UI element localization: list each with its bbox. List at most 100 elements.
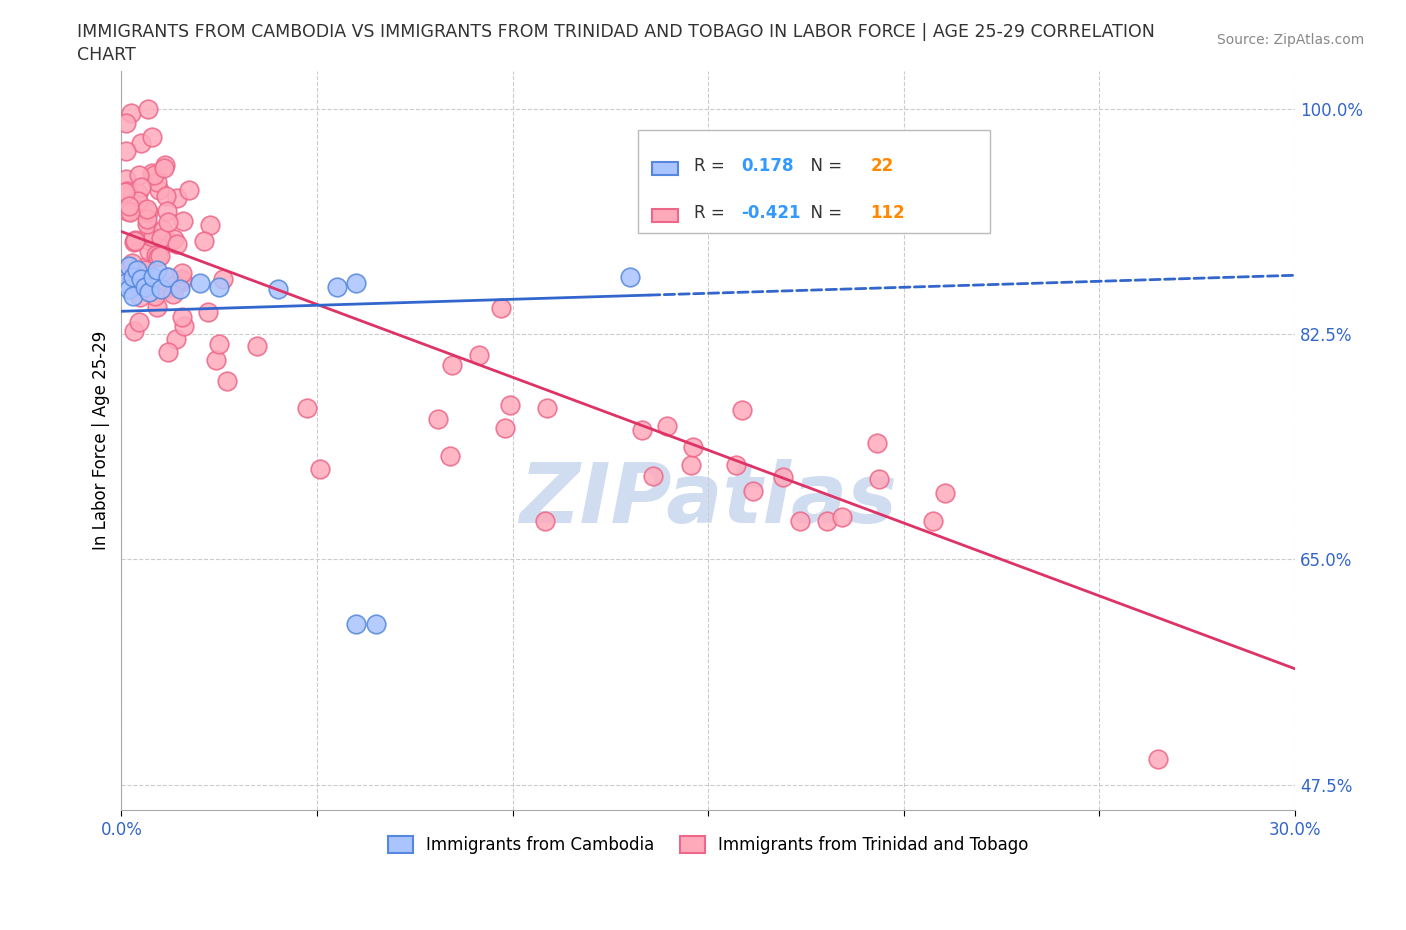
Point xyxy=(533,513,555,528)
Point xyxy=(208,337,231,352)
Point xyxy=(162,286,184,301)
Point xyxy=(193,233,215,248)
Point xyxy=(129,179,152,194)
Point xyxy=(157,345,180,360)
Point xyxy=(921,513,943,528)
Point xyxy=(134,262,156,277)
FancyBboxPatch shape xyxy=(652,208,678,221)
Point xyxy=(188,275,211,290)
Point xyxy=(153,160,176,175)
Point xyxy=(866,435,889,450)
Point xyxy=(117,204,139,219)
Point xyxy=(208,279,231,294)
Point xyxy=(156,204,179,219)
Point xyxy=(118,204,141,219)
Point xyxy=(731,403,754,418)
Point xyxy=(122,234,145,249)
Point xyxy=(134,259,156,274)
Point xyxy=(128,290,150,305)
Text: 22: 22 xyxy=(870,157,893,175)
Point xyxy=(114,184,136,199)
Point xyxy=(122,324,145,339)
Point xyxy=(145,262,167,277)
Point xyxy=(1147,751,1170,766)
Point xyxy=(129,136,152,151)
Point xyxy=(120,105,142,120)
Point xyxy=(127,274,149,289)
Point xyxy=(165,278,187,293)
Point xyxy=(138,285,160,299)
FancyBboxPatch shape xyxy=(638,130,990,233)
Point xyxy=(153,158,176,173)
Point xyxy=(679,458,702,472)
Point xyxy=(142,269,165,284)
Point xyxy=(141,129,163,144)
Point xyxy=(179,182,201,197)
Point xyxy=(131,203,153,218)
Text: 0.178: 0.178 xyxy=(741,157,793,175)
Point xyxy=(157,234,180,249)
Point xyxy=(439,449,461,464)
Point xyxy=(115,172,138,187)
Point xyxy=(138,244,160,259)
Point xyxy=(136,232,159,247)
Text: -0.421: -0.421 xyxy=(741,204,800,221)
Point xyxy=(155,188,177,203)
Point xyxy=(115,143,138,158)
Point xyxy=(135,211,157,226)
Point xyxy=(124,233,146,248)
Point xyxy=(118,282,141,297)
Point xyxy=(114,275,136,290)
Point xyxy=(212,272,235,286)
Point xyxy=(156,280,179,295)
Text: Source: ZipAtlas.com: Source: ZipAtlas.com xyxy=(1216,33,1364,46)
Point xyxy=(165,332,187,347)
Point xyxy=(170,274,193,289)
Point xyxy=(619,269,641,284)
Point xyxy=(122,269,145,284)
Point xyxy=(169,282,191,297)
Point xyxy=(631,422,654,437)
Point xyxy=(205,353,228,368)
Point xyxy=(121,256,143,271)
Point xyxy=(141,166,163,180)
Point xyxy=(136,217,159,232)
Point xyxy=(831,510,853,525)
Point xyxy=(152,222,174,237)
Point xyxy=(934,485,956,500)
Text: CHART: CHART xyxy=(77,46,136,64)
Point xyxy=(114,115,136,130)
Point xyxy=(149,282,172,297)
Point xyxy=(145,247,167,262)
Point xyxy=(427,411,450,426)
Point xyxy=(135,201,157,216)
Point xyxy=(166,236,188,251)
Point xyxy=(124,233,146,248)
Text: ZIPatlas: ZIPatlas xyxy=(519,459,897,540)
Point xyxy=(170,272,193,286)
Point xyxy=(772,470,794,485)
Text: R =: R = xyxy=(695,157,730,175)
Text: IMMIGRANTS FROM CAMBODIA VS IMMIGRANTS FROM TRINIDAD AND TOBAGO IN LABOR FORCE |: IMMIGRANTS FROM CAMBODIA VS IMMIGRANTS F… xyxy=(77,23,1156,41)
Point xyxy=(149,248,172,263)
Point xyxy=(142,230,165,245)
Text: R =: R = xyxy=(695,204,730,221)
Point xyxy=(325,279,347,294)
Point xyxy=(128,315,150,330)
Point xyxy=(120,204,142,219)
Point xyxy=(215,374,238,389)
Point xyxy=(295,400,318,415)
Point xyxy=(173,319,195,334)
Point xyxy=(148,249,170,264)
Legend: Immigrants from Cambodia, Immigrants from Trinidad and Tobago: Immigrants from Cambodia, Immigrants fro… xyxy=(381,830,1035,861)
Text: N =: N = xyxy=(800,204,848,221)
Point xyxy=(128,167,150,182)
Point xyxy=(364,617,387,631)
Point xyxy=(494,420,516,435)
Point xyxy=(134,279,156,294)
Point xyxy=(682,440,704,455)
Point xyxy=(156,214,179,229)
Point xyxy=(441,358,464,373)
Point xyxy=(114,264,136,279)
Y-axis label: In Labor Force | Age 25-29: In Labor Force | Age 25-29 xyxy=(93,331,110,551)
